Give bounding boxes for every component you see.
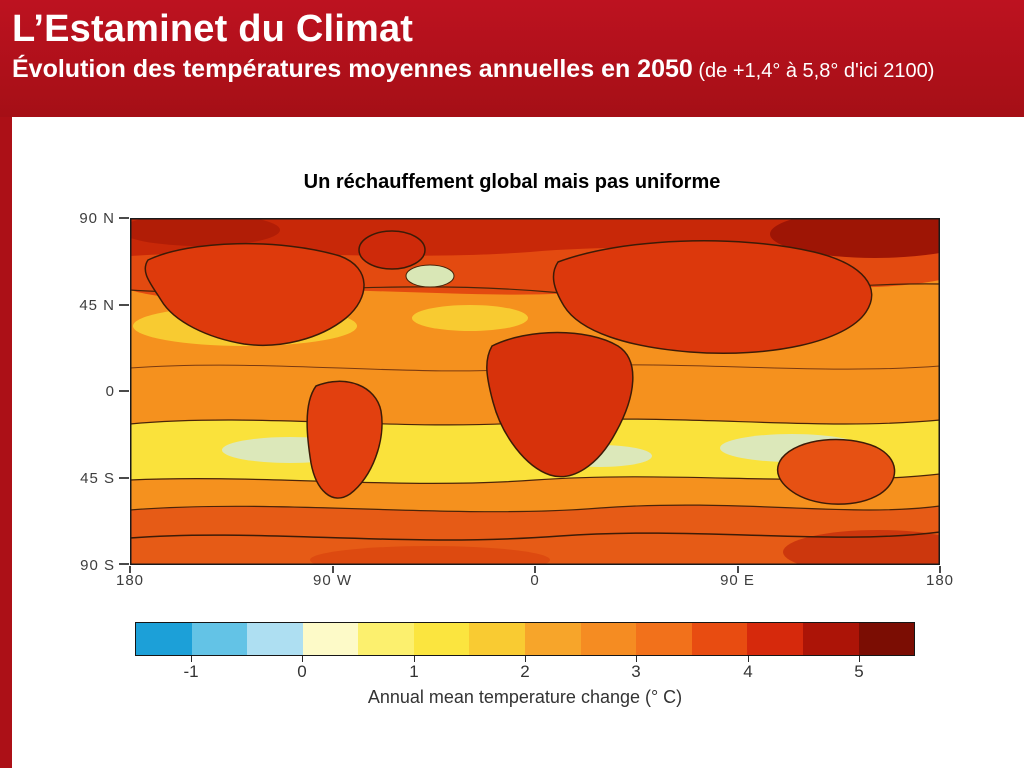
x-axis-label: 180 <box>115 572 145 589</box>
red-accent-strip <box>0 0 12 768</box>
colorbar-segment <box>413 623 470 655</box>
x-axis-tick <box>129 566 131 573</box>
colorbar-segment <box>136 623 192 655</box>
world-map-graphic <box>130 218 940 565</box>
y-axis-label: 90 S <box>80 557 115 574</box>
colorbar-segment <box>469 623 526 655</box>
colorbar-segment <box>691 623 748 655</box>
colorbar-segment <box>580 623 637 655</box>
y-axis-tick <box>119 390 129 392</box>
y-axis-tick <box>119 563 129 565</box>
temperature-colorbar <box>135 622 915 656</box>
colorbar-segment <box>525 623 581 655</box>
colorbar-segment <box>802 623 859 655</box>
y-axis-label: 90 N <box>79 210 115 227</box>
y-axis-label: 0 <box>105 383 115 400</box>
x-axis-tick <box>332 566 334 573</box>
colorbar-tick-label: 4 <box>743 662 753 681</box>
colorbar-tick-label: -1 <box>183 662 199 681</box>
slide-subtitle: Évolution des températures moyennes annu… <box>12 54 693 83</box>
colorbar-tick <box>748 656 749 662</box>
slide-title: L’Estaminet du Climat <box>12 8 414 50</box>
x-axis-tick <box>534 566 536 573</box>
x-axis-label: 90 W <box>312 572 352 589</box>
y-axis-tick <box>119 304 129 306</box>
world-temperature-map <box>130 218 940 565</box>
slide-subtitle-line: Évolution des températures moyennes annu… <box>12 54 1010 84</box>
title-banner: L’Estaminet du Climat Évolution des temp… <box>0 0 1024 117</box>
colorbar-segment <box>247 623 303 655</box>
colorbar-tick <box>191 656 192 662</box>
colorbar-tick <box>859 656 860 662</box>
x-axis-label: 180 <box>925 572 955 589</box>
colorbar-segment <box>302 623 359 655</box>
colorbar-tick-label: 5 <box>854 662 864 681</box>
colorbar-segment <box>358 623 414 655</box>
colorbar-tick-label: 3 <box>631 662 641 681</box>
colorbar-tick-label: 2 <box>520 662 530 681</box>
y-axis-tick <box>119 477 129 479</box>
x-axis-label: 90 E <box>720 572 755 589</box>
x-axis-tick <box>939 566 941 573</box>
section-heading: Un réchauffement global mais pas uniform… <box>303 171 721 193</box>
y-axis-label: 45 S <box>80 470 115 487</box>
x-axis-label: 0 <box>530 572 540 589</box>
colorbar-tick <box>525 656 526 662</box>
colorbar-caption: Annual mean temperature change (° C) <box>367 687 683 707</box>
y-axis-label: 45 N <box>79 297 115 314</box>
colorbar-tick-label: 0 <box>297 662 307 681</box>
y-axis-tick <box>119 217 129 219</box>
temperature-map-figure: 90 N 45 N 0 45 S 90 S <box>60 200 960 720</box>
colorbar-segment <box>636 623 692 655</box>
colorbar-tick <box>636 656 637 662</box>
colorbar-segment <box>858 623 915 655</box>
slide-subtitle-note: (de +1,4° à 5,8° d'ici 2100) <box>692 59 935 82</box>
colorbar-segment <box>747 623 803 655</box>
colorbar-tick-label: 1 <box>409 662 419 681</box>
colorbar-tick <box>302 656 303 662</box>
x-axis-tick <box>737 566 739 573</box>
colorbar-segment <box>191 623 248 655</box>
colorbar-tick <box>414 656 415 662</box>
